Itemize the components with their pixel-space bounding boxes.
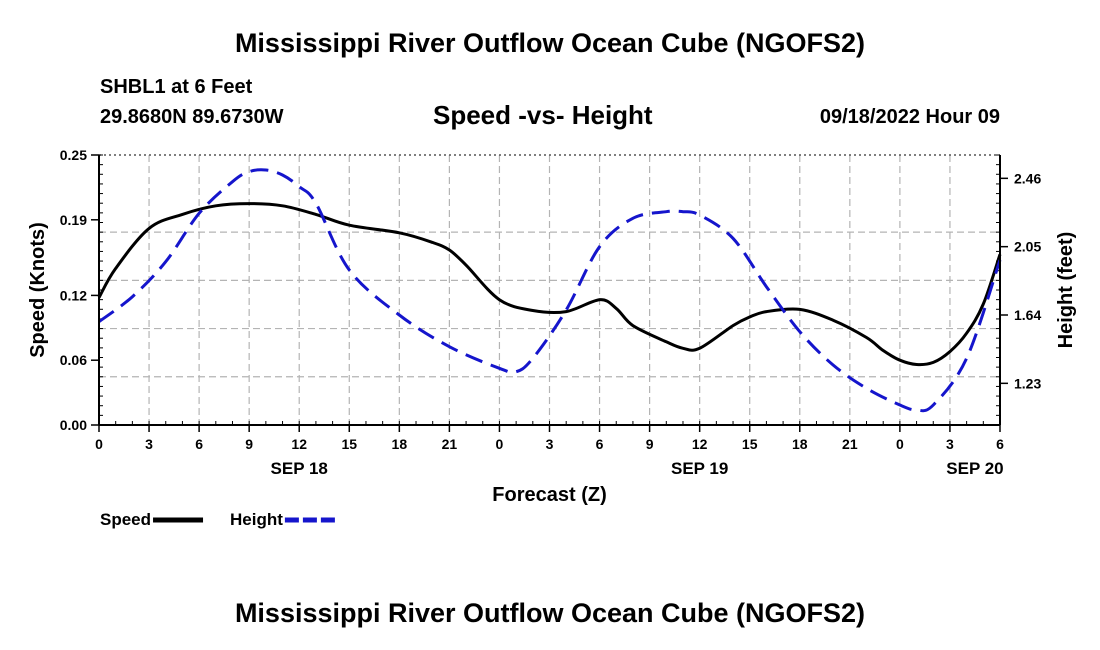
- x-tick-label: 15: [742, 436, 758, 452]
- y-tick-label: 0.19: [60, 212, 87, 228]
- x-axis-title: Forecast (Z): [492, 484, 606, 506]
- height-series-line: [98, 168, 1002, 413]
- chart-subtitle: Speed -vs- Height: [433, 100, 653, 130]
- x-tick-label: 3: [946, 436, 954, 452]
- x-tick-label: 15: [341, 436, 357, 452]
- forecast-datetime: 09/18/2022 Hour 09: [819, 106, 1000, 128]
- x-date-label: SEP 20: [946, 459, 1003, 478]
- legend-label-speed: Speed: [100, 510, 151, 529]
- x-tick-label: 18: [392, 436, 408, 452]
- x-tick-label: 12: [692, 436, 708, 452]
- y-tick-label: 0.06: [60, 352, 87, 368]
- x-tick-label: 18: [792, 436, 808, 452]
- x-tick-label: 0: [95, 436, 103, 452]
- x-tick-label: 3: [546, 436, 554, 452]
- x-tick-label: 21: [442, 436, 458, 452]
- x-tick-label: 12: [291, 436, 307, 452]
- y2-tick-label: 2.05: [1014, 239, 1041, 255]
- y2-tick-label: 1.64: [1014, 307, 1041, 323]
- x-tick-label: 0: [496, 436, 504, 452]
- station-coordinates: 29.8680N 89.6730W: [100, 106, 284, 128]
- footer-title: Mississippi River Outflow Ocean Cube (NG…: [234, 598, 866, 628]
- y-tick-label: 0.00: [60, 417, 87, 433]
- x-date-label: SEP 18: [271, 459, 328, 478]
- main-title: Mississippi River Outflow Ocean Cube (NG…: [234, 28, 866, 58]
- y-tick-label: 0.25: [60, 147, 87, 163]
- y-axis-title: Speed (Knots): [27, 222, 49, 358]
- x-date-label: SEP 19: [671, 459, 728, 478]
- y-tick-label: 0.12: [60, 287, 87, 303]
- x-tick-label: 6: [996, 436, 1004, 452]
- x-tick-label: 6: [596, 436, 604, 452]
- y2-axis-title: Height (feet): [1055, 232, 1077, 349]
- x-tick-label: 3: [145, 436, 153, 452]
- speed-series-line: [97, 202, 1002, 367]
- x-tick-label: 21: [842, 436, 858, 452]
- x-tick-label: 9: [646, 436, 654, 452]
- station-name: SHBL1 at 6 Feet: [100, 76, 253, 98]
- x-tick-label: 0: [896, 436, 904, 452]
- y2-tick-label: 1.23: [1014, 375, 1041, 391]
- x-tick-label: 6: [195, 436, 203, 452]
- legend-label-height: Height: [230, 510, 283, 529]
- x-tick-label: 9: [245, 436, 253, 452]
- y2-tick-label: 2.46: [1014, 170, 1041, 186]
